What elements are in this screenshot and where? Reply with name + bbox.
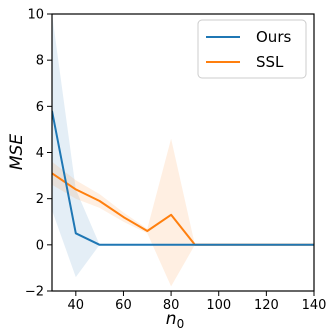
- x-tick-label: 140: [302, 298, 327, 313]
- x-axis-label-main: n: [166, 309, 177, 328]
- legend: Ours SSL: [197, 19, 307, 79]
- line-ours: [52, 110, 314, 246]
- band-ours: [52, 14, 314, 278]
- x-tick-label: 100: [206, 298, 231, 313]
- band-ssl: [52, 138, 314, 287]
- x-axis-label-subscript: 0: [177, 317, 185, 328]
- series-lines: [52, 110, 314, 246]
- y-tick-label: −2: [25, 285, 44, 300]
- y-tick-label: 8: [36, 54, 44, 69]
- x-axis: 40 60 80 100 120 140: [68, 291, 327, 313]
- x-tick-label: 60: [115, 298, 132, 313]
- confidence-bands: [52, 14, 314, 287]
- x-axis-label: n0: [166, 309, 184, 328]
- y-tick-label: 2: [36, 192, 44, 207]
- x-tick-label: 80: [163, 298, 180, 313]
- x-tick-label: 120: [254, 298, 279, 313]
- y-axis-label: MSE: [7, 134, 27, 170]
- y-tick-label: 10: [27, 8, 44, 23]
- legend-label-ours: Ours: [256, 28, 291, 46]
- y-tick-label: 6: [36, 100, 44, 115]
- legend-label-ssl: SSL: [256, 53, 284, 71]
- y-tick-label: 0: [36, 238, 44, 253]
- legend-box: [197, 19, 307, 79]
- y-tick-label: 4: [36, 146, 44, 161]
- y-axis: −2 0 2 4 6 8 10: [25, 8, 52, 300]
- x-tick-label: 40: [68, 298, 85, 313]
